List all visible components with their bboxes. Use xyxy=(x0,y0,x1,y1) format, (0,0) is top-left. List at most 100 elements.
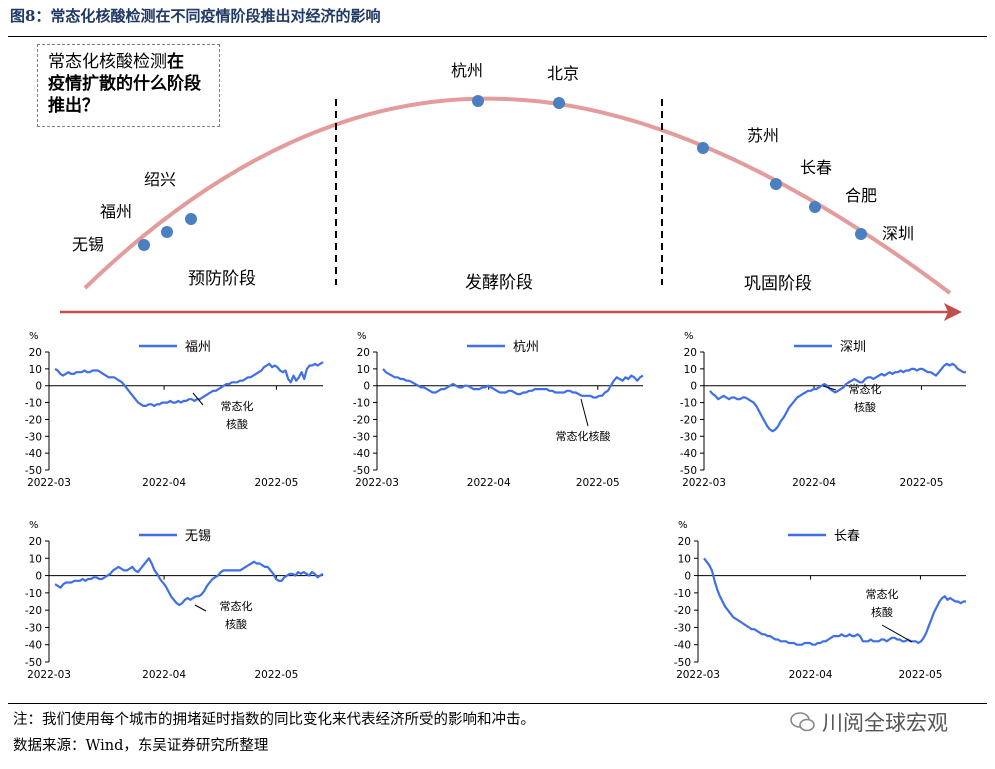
legend-label: 无锡 xyxy=(185,529,211,544)
city-label: 绍兴 xyxy=(144,170,176,189)
x-tick-label: 2022-04 xyxy=(467,477,511,489)
city-label: 苏州 xyxy=(747,126,779,145)
annotation-leader xyxy=(822,385,837,391)
y-tick-label: 20 xyxy=(357,347,370,359)
x-tick-label: 2022-05 xyxy=(576,477,620,489)
x-tick-label: 2022-04 xyxy=(792,477,836,489)
city-label: 深圳 xyxy=(882,224,914,243)
x-tick-label: 2022-04 xyxy=(789,669,833,681)
city-line-charts: % 20 10 0 -10 -20 -30 -40 -50 2022-03 2022-04 2022-… xyxy=(25,331,966,681)
watermark: 川阅全球宏观 xyxy=(790,707,948,737)
y-tick-label: -30 xyxy=(674,622,691,634)
y-tick-label: 20 xyxy=(684,347,697,359)
city-label: 合肥 xyxy=(845,186,877,205)
x-tick-label: 2022-05 xyxy=(900,477,944,489)
y-tick-label: 10 xyxy=(678,553,691,565)
y-tick-label: -30 xyxy=(25,431,42,443)
annotation-leader xyxy=(580,398,589,427)
y-tick-label: 0 xyxy=(35,571,42,583)
y-tick-label: -10 xyxy=(353,398,370,410)
annotation-text: 核酸 xyxy=(226,417,248,431)
y-unit-label: % xyxy=(29,331,39,342)
x-tick-label: 2022-03 xyxy=(355,477,399,489)
annotation-text: 常态化 xyxy=(221,399,254,413)
annotation-text: 常态化核酸 xyxy=(556,429,611,443)
wechat-icon xyxy=(790,712,815,732)
y-tick-label: 0 xyxy=(363,381,370,393)
annotation-leader xyxy=(192,392,204,406)
annotation-text: 常态化 xyxy=(220,599,253,613)
x-tick-label: 2022-05 xyxy=(254,477,298,489)
title-divider xyxy=(8,36,987,37)
y-tick-label: 0 xyxy=(690,381,697,393)
y-tick-label: 20 xyxy=(29,347,42,359)
legend-label: 福州 xyxy=(185,340,211,355)
x-tick-label: 2022-05 xyxy=(254,669,298,681)
x-tick-label: 2022-04 xyxy=(142,477,186,489)
city-label: 福州 xyxy=(100,202,132,221)
timeline-arrowhead xyxy=(944,303,962,321)
bottom-divider xyxy=(8,703,987,704)
city-marker xyxy=(161,226,173,238)
annotation-text: 核酸 xyxy=(225,617,247,631)
annotation-text: 常态化 xyxy=(866,587,899,601)
y-tick-label: -30 xyxy=(680,431,697,443)
city-marker xyxy=(472,95,484,107)
series-line-福州 xyxy=(54,361,324,407)
question-part1: 常态化核酸检测 xyxy=(48,52,167,72)
annotation-text: 常态化 xyxy=(849,382,882,396)
y-unit-label: % xyxy=(684,331,694,342)
y-tick-label: 0 xyxy=(35,381,42,393)
y-unit-label: % xyxy=(678,520,688,531)
y-unit-label: % xyxy=(357,331,367,342)
y-tick-label: -40 xyxy=(25,640,42,652)
series-line-深圳 xyxy=(709,362,966,433)
figure-title: 图8：常态化核酸检测在不同疫情阶段推出对经济的影响 xyxy=(10,7,381,25)
y-tick-label: -10 xyxy=(680,398,697,410)
question-box: 常态化核酸检测在 疫情扩散的什么阶段推出？ xyxy=(37,44,220,127)
annotation-leader xyxy=(881,624,913,643)
footnote: 注：我们使用每个城市的拥堵延时指数的同比变化来代表经济所受的影响和冲击。 xyxy=(13,712,535,728)
y-tick-label: -20 xyxy=(674,605,691,617)
city-marker xyxy=(553,97,565,109)
y-tick-label: -50 xyxy=(680,465,697,477)
y-tick-label: 10 xyxy=(357,364,370,376)
y-tick-label: -50 xyxy=(25,465,42,477)
x-tick-label: 2022-03 xyxy=(27,669,71,681)
y-tick-label: -10 xyxy=(25,398,42,410)
y-tick-label: 20 xyxy=(29,536,42,548)
stage-label: 发酵阶段 xyxy=(465,273,533,293)
x-tick-label: 2022-03 xyxy=(676,669,720,681)
legend-label: 长春 xyxy=(834,529,860,544)
city-label: 北京 xyxy=(547,64,579,83)
y-unit-label: % xyxy=(29,520,39,531)
city-marker xyxy=(185,213,197,225)
stage-curve xyxy=(83,96,952,295)
x-tick-label: 2022-04 xyxy=(142,669,186,681)
y-tick-label: 20 xyxy=(678,536,691,548)
y-tick-label: 0 xyxy=(684,571,691,583)
city-label: 长春 xyxy=(800,158,832,177)
stage-label: 巩固阶段 xyxy=(744,274,812,294)
x-tick-label: 2022-05 xyxy=(899,669,943,681)
y-tick-label: 10 xyxy=(684,364,697,376)
y-tick-label: -40 xyxy=(353,448,370,460)
annotation-text: 核酸 xyxy=(871,605,893,619)
y-tick-label: -20 xyxy=(353,414,370,426)
question-part3: 疫情扩散的什么阶段推出？ xyxy=(48,74,201,116)
annotation-text: 核酸 xyxy=(854,400,876,414)
city-label: 无锡 xyxy=(72,235,104,254)
y-tick-label: -30 xyxy=(25,622,42,634)
annotation-leader xyxy=(194,604,207,612)
y-tick-label: 10 xyxy=(29,553,42,565)
stage-label: 预防阶段 xyxy=(188,269,256,289)
city-marker xyxy=(809,201,821,213)
y-tick-label: 10 xyxy=(29,364,42,376)
y-tick-label: -20 xyxy=(680,414,697,426)
y-tick-label: -10 xyxy=(674,588,691,600)
y-tick-label: -30 xyxy=(353,431,370,443)
